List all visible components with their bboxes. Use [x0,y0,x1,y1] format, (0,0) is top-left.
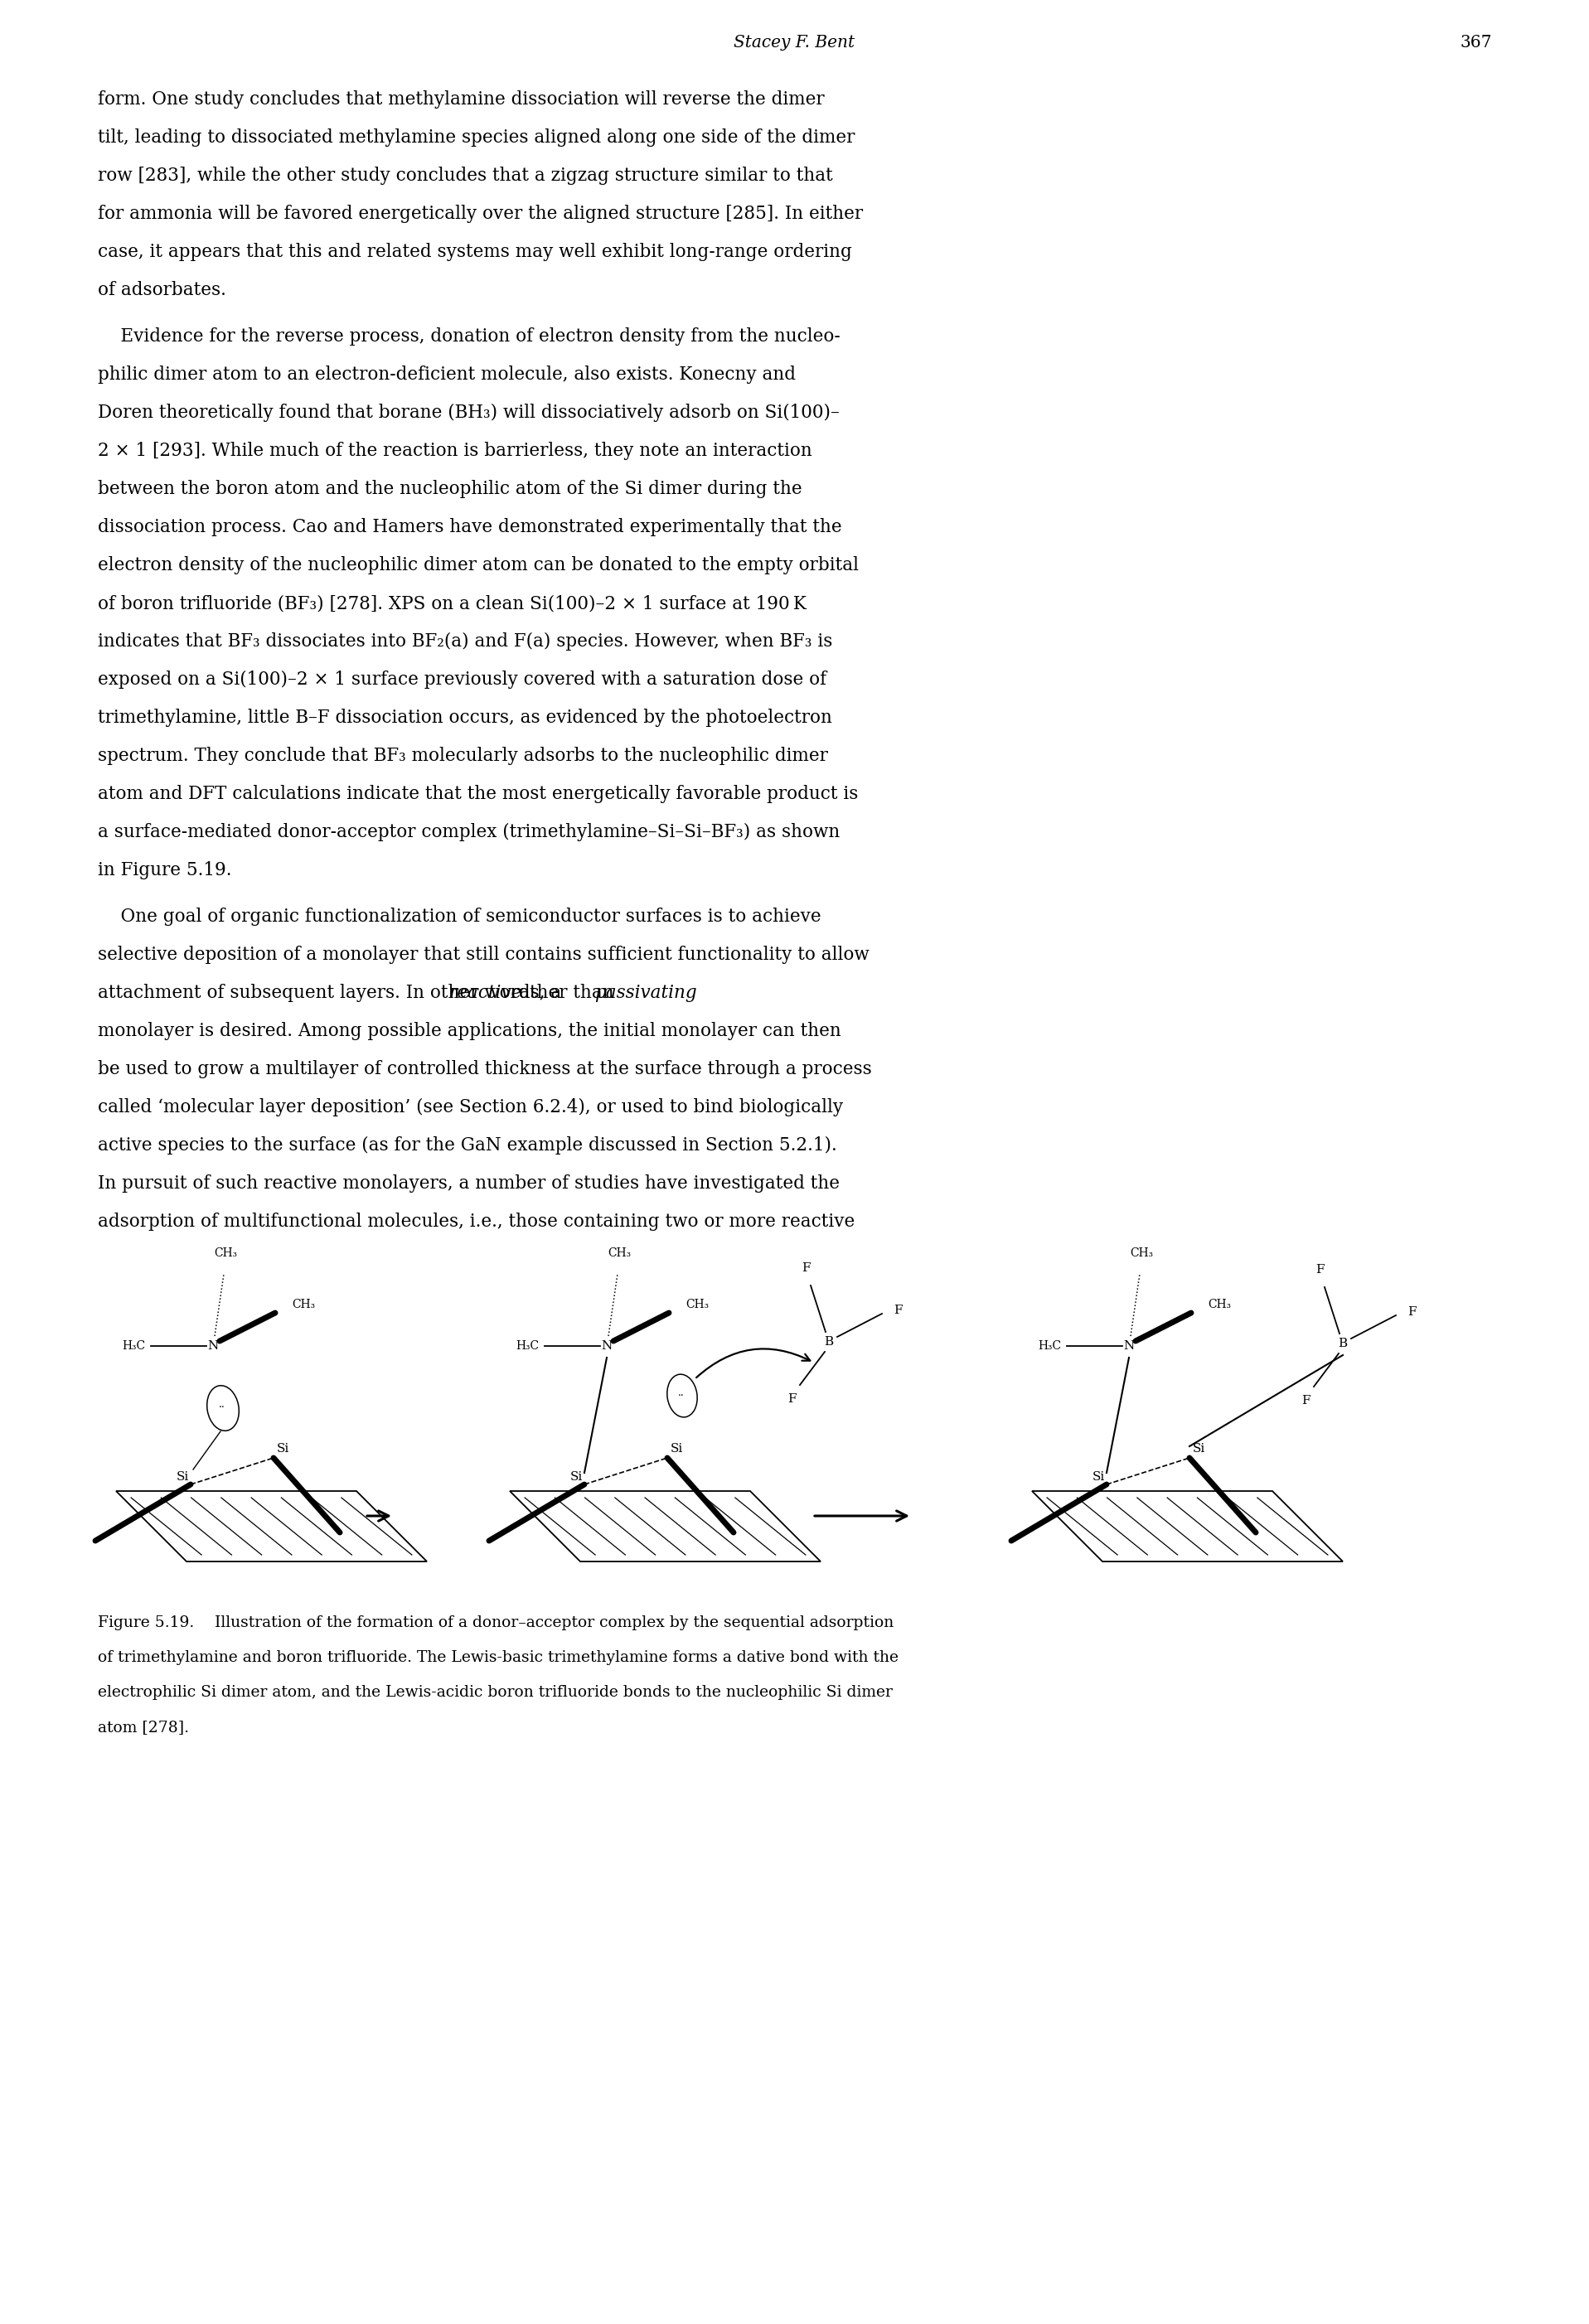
Text: in Figure 5.19.: in Figure 5.19. [99,862,232,878]
Text: Si: Si [1193,1443,1206,1455]
Text: be used to grow a multilayer of controlled thickness at the surface through a pr: be used to grow a multilayer of controll… [99,1060,872,1078]
Text: between the boron atom and the nucleophilic atom of the Si dimer during the: between the boron atom and the nucleophi… [99,479,802,497]
Text: for ammonia will be favored energetically over the aligned structure [285]. In e: for ammonia will be favored energeticall… [99,205,863,223]
Text: B: B [825,1336,834,1348]
Text: passivating: passivating [594,983,698,1002]
Text: a surface-mediated donor-acceptor complex (trimethylamine–Si–Si–BF₃) as shown: a surface-mediated donor-acceptor comple… [99,823,841,841]
Text: called ‘molecular layer deposition’ (see Section 6.2.4), or used to bind biologi: called ‘molecular layer deposition’ (see… [99,1099,844,1116]
Text: case, it appears that this and related systems may well exhibit long-range order: case, it appears that this and related s… [99,242,852,260]
Text: One goal of organic functionalization of semiconductor surfaces is to achieve: One goal of organic functionalization of… [99,909,822,925]
Text: Si: Si [671,1443,683,1455]
Text: Si: Si [176,1471,189,1483]
Text: F: F [1301,1394,1309,1406]
Text: H₃C: H₃C [1038,1341,1061,1353]
Text: adsorption of multifunctional molecules, i.e., those containing two or more reac: adsorption of multifunctional molecules,… [99,1213,855,1232]
Text: 2 × 1 [293]. While much of the reaction is barrierless, they note an interaction: 2 × 1 [293]. While much of the reaction … [99,442,812,460]
Text: N: N [601,1341,612,1353]
Polygon shape [116,1492,427,1562]
Text: of trimethylamine and boron trifluoride. The Lewis-basic trimethylamine forms a : of trimethylamine and boron trifluoride.… [99,1650,898,1664]
Text: atom and DFT calculations indicate that the most energetically favorable product: atom and DFT calculations indicate that … [99,786,858,804]
Text: CH₃: CH₃ [685,1299,709,1311]
Polygon shape [510,1492,820,1562]
Text: form. One study concludes that methylamine dissociation will reverse the dimer: form. One study concludes that methylami… [99,91,825,109]
Text: F: F [787,1394,796,1404]
Text: selective deposition of a monolayer that still contains sufficient functionality: selective deposition of a monolayer that… [99,946,869,964]
Text: row [283], while the other study concludes that a zigzag structure similar to th: row [283], while the other study conclud… [99,167,833,186]
Text: attachment of subsequent layers. In other words, a: attachment of subsequent layers. In othe… [99,983,567,1002]
Text: CH₃: CH₃ [607,1248,631,1260]
Text: electron density of the nucleophilic dimer atom can be donated to the empty orbi: electron density of the nucleophilic dim… [99,555,858,574]
Text: exposed on a Si(100)–2 × 1 surface previously covered with a saturation dose of: exposed on a Si(100)–2 × 1 surface previ… [99,672,826,688]
Text: trimethylamine, little B–F dissociation occurs, as evidenced by the photoelectro: trimethylamine, little B–F dissociation … [99,709,833,727]
Text: Si: Si [570,1471,583,1483]
Text: spectrum. They conclude that BF₃ molecularly adsorbs to the nucleophilic dimer: spectrum. They conclude that BF₃ molecul… [99,746,828,765]
Text: F: F [1408,1306,1416,1318]
Polygon shape [1031,1492,1343,1562]
Text: N: N [208,1341,219,1353]
Text: reactive: reactive [448,983,521,1002]
Text: Evidence for the reverse process, donation of electron density from the nucleo-: Evidence for the reverse process, donati… [99,328,841,346]
Text: active species to the surface (as for the GaN example discussed in Section 5.2.1: active species to the surface (as for th… [99,1136,837,1155]
Text: rather than: rather than [505,983,620,1002]
Text: B: B [1338,1339,1347,1350]
Text: CH₃: CH₃ [1208,1299,1231,1311]
Text: 367: 367 [1460,35,1492,51]
Text: H₃C: H₃C [515,1341,539,1353]
Text: indicates that BF₃ dissociates into BF₂(a) and F(a) species. However, when BF₃ i: indicates that BF₃ dissociates into BF₂(… [99,632,833,651]
Text: ..: .. [219,1399,226,1411]
Text: Si: Si [1092,1471,1104,1483]
Ellipse shape [667,1373,698,1418]
Text: In pursuit of such reactive monolayers, a number of studies have investigated th: In pursuit of such reactive monolayers, … [99,1174,839,1192]
Text: Si: Si [276,1443,289,1455]
Text: dissociation process. Cao and Hamers have demonstrated experimentally that the: dissociation process. Cao and Hamers hav… [99,518,842,537]
Text: tilt, leading to dissociated methylamine species aligned along one side of the d: tilt, leading to dissociated methylamine… [99,128,855,146]
Text: Stacey F. Bent: Stacey F. Bent [734,35,855,51]
Text: monolayer is desired. Among possible applications, the initial monolayer can the: monolayer is desired. Among possible app… [99,1023,841,1041]
Text: CH₃: CH₃ [292,1299,315,1311]
Text: philic dimer atom to an electron-deficient molecule, also exists. Konecny and: philic dimer atom to an electron-deficie… [99,365,796,383]
Text: H₃C: H₃C [122,1341,145,1353]
Text: F: F [893,1304,903,1315]
Text: atom [278].: atom [278]. [99,1720,189,1734]
Text: CH₃: CH₃ [215,1248,237,1260]
Text: Doren theoretically found that borane (BH₃) will dissociatively adsorb on Si(100: Doren theoretically found that borane (B… [99,404,839,423]
Text: F: F [1316,1264,1324,1276]
Text: CH₃: CH₃ [1130,1248,1154,1260]
Text: F: F [801,1262,810,1274]
Text: electrophilic Si dimer atom, and the Lewis-acidic boron trifluoride bonds to the: electrophilic Si dimer atom, and the Lew… [99,1685,893,1699]
Text: ..: .. [679,1387,685,1397]
Text: of adsorbates.: of adsorbates. [99,281,226,300]
Text: Figure 5.19.  Illustration of the formation of a donor–acceptor complex by the s: Figure 5.19. Illustration of the formati… [99,1615,893,1629]
Ellipse shape [207,1385,238,1432]
Text: N: N [1123,1341,1135,1353]
Text: of boron trifluoride (BF₃) [278]. XPS on a clean Si(100)–2 × 1 surface at 190 K: of boron trifluoride (BF₃) [278]. XPS on… [99,595,806,614]
